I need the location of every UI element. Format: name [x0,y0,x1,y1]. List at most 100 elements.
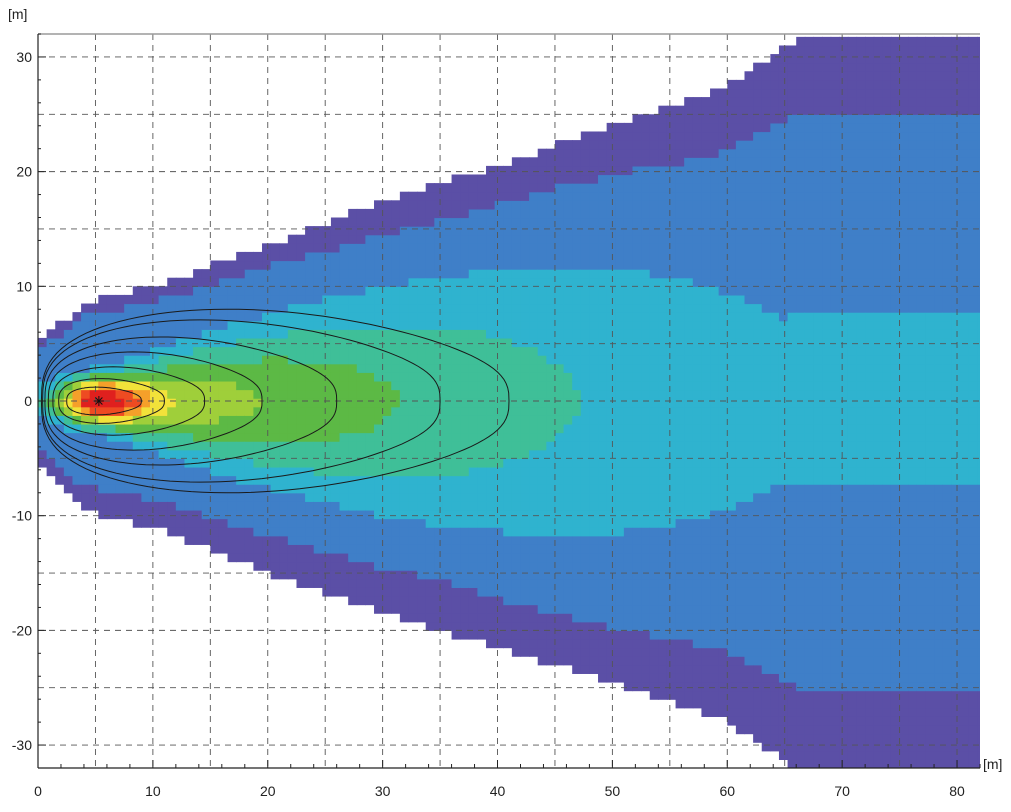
heat-cell [253,312,263,322]
heat-cell [718,389,728,399]
heat-cell [615,157,625,167]
heat-cell [72,320,82,330]
heat-cell [537,208,547,219]
heat-cell [572,466,582,477]
heat-cell [813,165,823,176]
heat-cell [546,303,556,313]
heat-cell [434,380,444,391]
heat-cell [666,122,677,133]
heat-cell [434,372,444,382]
heat-cell [477,458,487,468]
heat-cell [632,406,642,416]
heat-cell [460,492,470,502]
heat-cell [830,501,840,511]
heat-cell [158,492,168,502]
heat-cell [675,552,685,563]
heat-cell [804,277,815,287]
heat-cell [365,518,375,528]
heat-cell [382,501,392,511]
heat-cell [382,294,392,305]
heat-cell [744,432,754,442]
heat-cell [193,380,203,391]
heat-cell [692,673,703,683]
heat-cell [761,595,771,606]
heat-cell [658,122,668,133]
heat-cell [675,191,685,201]
heat-cell [563,165,573,176]
heat-cell [658,484,668,494]
heat-cell [753,260,763,270]
heat-cell [839,484,849,494]
heat-cell [787,329,797,339]
heat-cell [615,140,625,150]
heat-cell [339,286,349,296]
heat-cell [753,269,763,279]
heat-cell [425,415,435,425]
heat-cell [796,165,806,176]
heat-cell [391,415,401,425]
heat-cell [554,415,565,425]
heat-cell [486,217,496,227]
heat-cell [804,303,815,313]
heat-cell [330,320,341,330]
heat-cell [658,604,668,614]
heat-cell [822,191,832,201]
heat-cell [839,432,849,442]
heat-cell [236,432,246,442]
heat-cell [106,492,117,502]
heat-cell [675,122,685,133]
heat-cell [511,458,522,468]
heat-cell [477,535,487,545]
heat-cell [494,613,504,623]
heat-cell [382,518,392,528]
heat-cell [658,638,668,649]
heat-cell [847,320,858,330]
heat-cell [813,148,823,158]
heat-cell [649,466,659,477]
heat-cell [451,552,461,563]
heat-cell [175,432,186,442]
heat-cell [753,501,763,511]
heat-cell [572,320,582,330]
heat-cell [408,226,418,236]
heat-cell [744,191,754,201]
heat-cell [804,466,815,477]
heat-cell [666,303,677,313]
heat-cell [408,200,418,210]
heat-cell [753,286,763,296]
heat-cell [451,501,461,511]
heat-cell [606,355,616,365]
heat-cell [537,355,547,365]
heat-cell [572,475,582,485]
heat-cell [770,303,780,313]
heat-cell [399,191,410,201]
heat-cell [417,226,427,236]
heat-cell [132,303,142,313]
heat-cell [72,432,82,442]
heat-cell [822,587,832,597]
heat-cell [287,372,298,382]
heat-cell [537,432,547,442]
heat-cell [796,578,806,588]
heat-cell [305,226,315,236]
heat-cell [184,406,194,416]
heat-cell [399,561,410,571]
heat-cell [546,217,556,227]
heat-cell [477,217,487,227]
heat-cell [167,415,177,425]
heat-cell [615,578,625,588]
heat-cell [710,337,720,348]
heat-cell [606,217,616,227]
heat-cell [158,355,168,365]
heat-cell [598,492,608,502]
heat-cell [124,475,134,485]
heat-cell [839,62,849,72]
heat-cell [701,458,711,468]
heat-cell [701,595,711,606]
heat-cell [356,449,367,459]
heat-cell [330,251,341,262]
heat-cell [339,432,349,442]
heat-cell [641,217,651,227]
heat-cell [244,552,254,563]
heat-cell [425,595,435,606]
